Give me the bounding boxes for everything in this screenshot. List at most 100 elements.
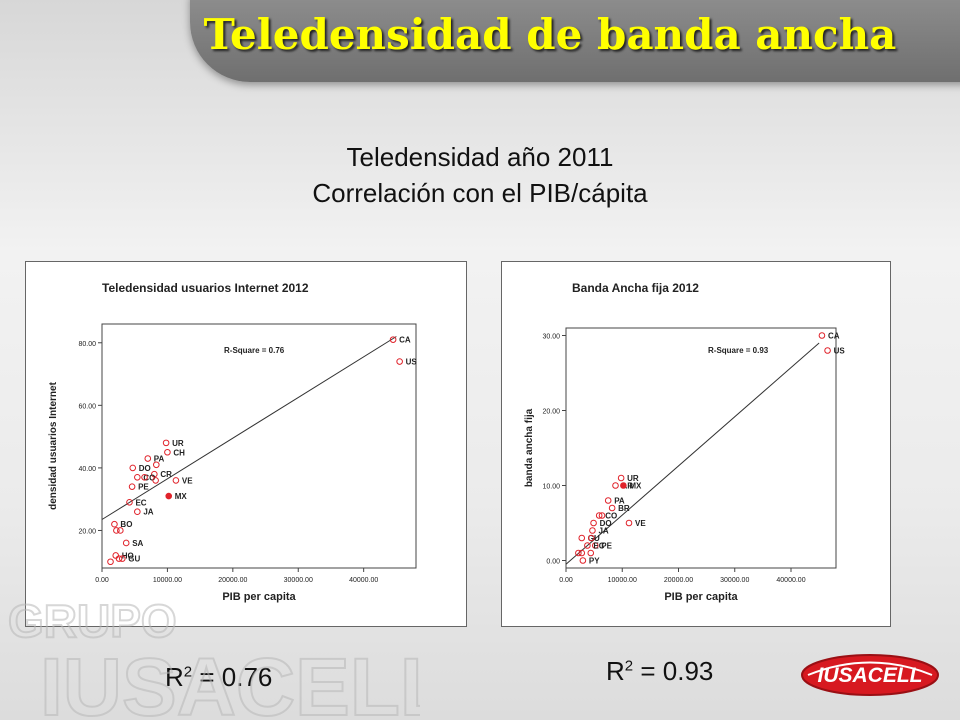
data-point <box>588 534 595 542</box>
y-tick-label: 30.00 <box>542 334 560 341</box>
data-point <box>164 448 171 456</box>
data-point <box>134 473 141 481</box>
data-point <box>107 558 114 566</box>
data-point <box>172 477 180 484</box>
point-label: DO <box>600 519 612 528</box>
fit-line <box>101 336 397 520</box>
data-point <box>587 549 595 557</box>
title-banner <box>190 0 960 82</box>
x-axis-label: PIB per capita <box>664 591 738 603</box>
y-tick-label: 0.00 <box>546 559 560 566</box>
data-point <box>620 482 627 489</box>
x-tick-label: 20000.00 <box>218 577 247 584</box>
data-point <box>818 332 826 339</box>
data-point <box>389 336 397 343</box>
point-label: US <box>834 347 846 356</box>
point-label: JA <box>598 527 608 536</box>
point-label: BR <box>618 504 630 513</box>
data-point <box>117 527 124 534</box>
point-label: CR <box>160 470 172 479</box>
data-point <box>128 483 136 490</box>
data-point <box>595 512 603 519</box>
point-label: HO <box>122 551 134 560</box>
point-label: SA <box>132 539 143 548</box>
point-label: AR <box>622 482 634 491</box>
data-point <box>152 461 160 469</box>
point-label: PA <box>154 455 165 464</box>
point-label: PE <box>138 483 149 492</box>
data-point <box>575 549 582 557</box>
data-point <box>118 555 126 562</box>
r-squared-left: R2 = 0.76 <box>165 662 273 692</box>
r-squared-right: R2 = 0.93 <box>606 656 714 686</box>
point-label: EC <box>135 498 146 507</box>
point-label: CO <box>143 473 155 482</box>
data-point <box>591 542 599 549</box>
x-tick-label: 0.00 <box>95 577 109 584</box>
data-point <box>126 499 133 506</box>
data-point <box>598 512 606 519</box>
point-label: GU <box>128 555 140 564</box>
watermark-line-1: GRUPO <box>8 595 177 647</box>
chart-internet-users: Teledensidad usuarios Internet 2012 0.00 1… <box>25 261 467 627</box>
point-label: UR <box>627 474 639 483</box>
data-point <box>584 542 591 549</box>
data-point <box>608 504 616 512</box>
page-title: Teledensidad de banda ancha <box>203 10 897 59</box>
y-tick-label: 40.00 <box>78 466 96 473</box>
watermark-line-2: IUSACELL <box>40 642 420 720</box>
y-tick-label: 10.00 <box>542 484 560 491</box>
point-label: CA <box>399 336 411 345</box>
x-tick-label: 10000.00 <box>608 577 637 584</box>
fit-line <box>565 342 820 565</box>
data-point <box>612 482 619 489</box>
data-point <box>578 534 586 542</box>
point-label: CA <box>828 332 840 341</box>
point-label: MX <box>175 492 188 501</box>
iusacell-logo: IUSACELL <box>801 654 939 696</box>
data-point <box>578 549 586 557</box>
data-point <box>590 519 597 527</box>
subtitle-year: Teledensidad año 2011 <box>346 142 614 172</box>
y-axis-label: banda ancha fija <box>524 408 535 487</box>
chart-title: Teledensidad usuarios Internet 2012 <box>102 281 309 295</box>
grupo-iusacell-watermark: GRUPO IUSACELL <box>7 595 420 720</box>
y-tick-label: 20.00 <box>542 409 560 416</box>
data-point <box>617 474 625 482</box>
r-square-annotation: R-Square = 0.93 <box>708 346 769 355</box>
x-tick-label: 20000.00 <box>664 577 693 584</box>
data-point <box>112 552 120 559</box>
x-tick-label: 10000.00 <box>153 577 182 584</box>
x-tick-label: 40000.00 <box>776 577 805 584</box>
data-point <box>604 497 612 504</box>
point-label: PY <box>589 557 600 566</box>
data-point <box>129 464 137 472</box>
data-point <box>162 439 170 447</box>
data-point <box>151 470 158 478</box>
x-tick-label: 30000.00 <box>720 577 749 584</box>
point-label: UR <box>172 439 184 448</box>
data-point <box>113 527 120 534</box>
data-point <box>122 539 130 547</box>
plot-frame <box>565 327 837 569</box>
scatter-plot-internet: Teledensidad usuarios Internet 2012 0.00 1… <box>48 281 417 603</box>
data-point <box>165 492 173 500</box>
data-point <box>134 508 141 515</box>
data-point <box>111 520 118 528</box>
y-tick-label: 80.00 <box>78 341 96 348</box>
data-point <box>579 557 587 564</box>
data-point <box>589 527 596 534</box>
x-tick-label: 30000.00 <box>284 577 313 584</box>
y-tick-label: 20.00 <box>78 528 96 535</box>
point-label: VE <box>182 476 193 485</box>
y-tick-label: 60.00 <box>78 403 96 410</box>
data-point <box>152 477 159 484</box>
data-point <box>144 455 152 462</box>
point-label: CO <box>605 512 617 521</box>
point-label: PA <box>614 497 625 506</box>
chart-fixed-broadband: Banda Ancha fija 2012 0.00 10000.00 20000.0… <box>501 261 891 627</box>
point-label: CH <box>173 448 185 457</box>
point-label: BO <box>120 520 132 529</box>
data-point <box>115 555 123 562</box>
point-label: JA <box>143 508 153 517</box>
